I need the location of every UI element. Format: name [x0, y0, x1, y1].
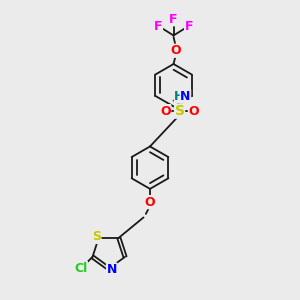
Text: O: O	[145, 196, 155, 208]
Text: F: F	[169, 13, 178, 26]
Text: O: O	[188, 105, 199, 118]
Text: H: H	[174, 90, 185, 103]
Text: N: N	[180, 90, 190, 103]
Text: S: S	[92, 230, 101, 243]
Text: F: F	[154, 20, 163, 33]
Text: O: O	[160, 105, 171, 118]
Text: N: N	[106, 263, 117, 276]
Text: O: O	[171, 44, 181, 57]
Text: S: S	[175, 104, 184, 118]
Text: F: F	[184, 20, 193, 33]
Text: Cl: Cl	[74, 262, 87, 275]
